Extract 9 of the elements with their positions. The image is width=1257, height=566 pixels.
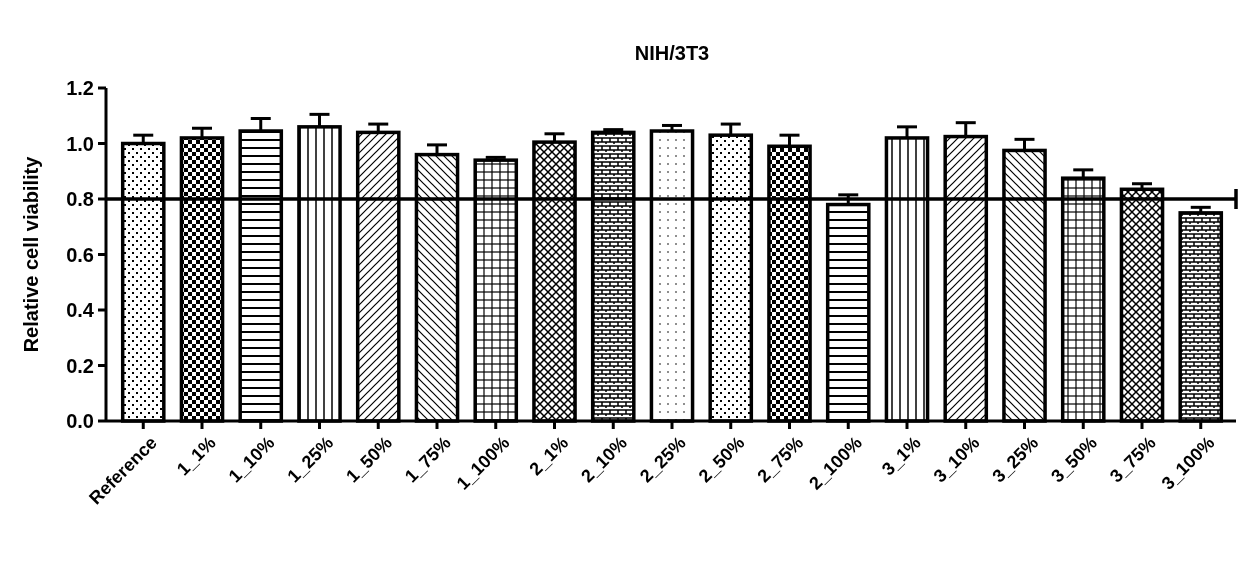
- y-tick-label: 0.0: [66, 410, 94, 432]
- y-tick-label: 1.2: [66, 77, 94, 99]
- y-axis-title: Relative cell viability: [20, 155, 42, 353]
- y-tick-label: 0.6: [66, 243, 94, 266]
- y-tick-label: 0.4: [66, 299, 95, 321]
- chart-title: NIH/3T3: [634, 42, 710, 64]
- y-tick-label: 0.2: [66, 354, 94, 377]
- y-tick-label: 0.8: [66, 188, 94, 210]
- y-tick-label: 1.0: [66, 132, 94, 155]
